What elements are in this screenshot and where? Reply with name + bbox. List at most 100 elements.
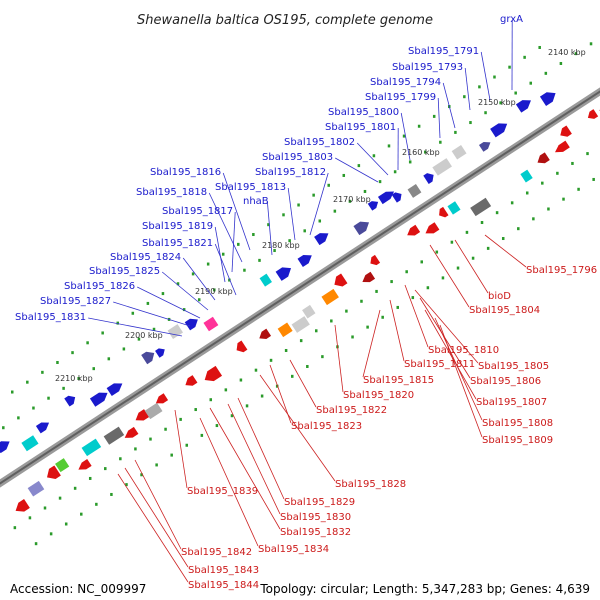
leader-line: [161, 271, 209, 311]
guide-dot: [441, 276, 445, 280]
gene-features: [0, 92, 600, 512]
map-title: Shewanella baltica OS195, complete genom…: [137, 13, 433, 28]
plus-strand-gene: [377, 191, 395, 205]
guide-dot: [122, 347, 126, 351]
guide-dot: [469, 121, 472, 125]
guide-dot: [291, 374, 294, 378]
guide-dot: [299, 339, 303, 343]
guide-dot: [375, 289, 378, 293]
guide-dot: [484, 111, 487, 115]
plus-gene-label: Sbal195_1831: [15, 312, 86, 323]
guide-dot: [13, 526, 17, 530]
feature-block: [27, 480, 45, 497]
label-leader-lines: [88, 19, 527, 583]
plus-gene-label: Sbal195_1817: [162, 206, 233, 217]
minus-strand-gene: [236, 340, 248, 353]
guide-dot: [155, 463, 158, 467]
plus-gene-label: Sbal195_1793: [392, 62, 463, 73]
minus-gene-label: Sbal195_1834: [258, 544, 329, 555]
guide-dot: [435, 250, 439, 254]
genome-backbone: [0, 87, 600, 488]
leader-line: [362, 309, 381, 378]
feature-block: [302, 304, 316, 319]
plus-strand-gene: [423, 173, 434, 184]
guide-dot: [64, 522, 68, 526]
guide-dot: [411, 296, 415, 300]
guide-dot: [432, 114, 436, 118]
minus-gene-label: Sbal195_1808: [482, 418, 553, 429]
minus-gene-label: Sbal195_1809: [482, 435, 553, 446]
guide-dot: [116, 321, 119, 325]
feature-block: [291, 316, 310, 333]
plus-strand-gene: [89, 392, 108, 407]
guide-dot: [275, 384, 279, 388]
leader-line: [464, 67, 471, 111]
guide-dot: [562, 197, 565, 201]
guide-dot: [10, 390, 14, 394]
plus-strand-gene: [155, 348, 165, 358]
guide-dot: [273, 249, 276, 253]
leader-line: [484, 234, 527, 268]
guide-dot: [228, 278, 231, 282]
guide-dot: [104, 467, 107, 471]
plus-gene-label: grxA: [500, 14, 523, 25]
minus-strand-gene: [334, 273, 348, 287]
guide-dot: [348, 199, 352, 203]
guide-dot: [269, 358, 273, 362]
feature-block: [144, 402, 163, 420]
leader-line: [137, 286, 201, 319]
minus-strand-gene: [124, 426, 139, 438]
guide-dot: [161, 292, 165, 296]
guide-dot: [41, 370, 44, 374]
guide-dot: [77, 376, 80, 380]
minus-strand-gene: [370, 254, 381, 266]
guide-dot: [101, 331, 104, 335]
minus-gene-label: Sbal195_1820: [343, 390, 414, 401]
leader-line: [334, 324, 344, 393]
guide-dot: [463, 95, 466, 99]
leader-line: [182, 257, 216, 301]
guide-dot: [254, 368, 258, 372]
guide-dot: [237, 242, 240, 246]
leader-line: [414, 289, 479, 364]
plus-gene-label: Sbal195_1816: [150, 167, 221, 178]
guide-dot: [571, 161, 574, 165]
leader-line: [429, 244, 470, 308]
minus-gene-label: Sbal195_1842: [181, 547, 252, 558]
leader-line: [480, 51, 491, 101]
plus-gene-label: Sbal195_1825: [89, 266, 160, 277]
guide-dot: [2, 426, 5, 430]
plus-gene-label: Sbal195_1794: [370, 77, 441, 88]
plus-strand-gene: [297, 255, 312, 267]
plus-gene-label: Sbal195_1803: [262, 152, 333, 163]
guide-dot: [260, 394, 264, 398]
minus-strand-gene: [259, 328, 272, 339]
minus-gene-label: Sbal195_1822: [316, 405, 387, 416]
leader-line: [287, 187, 296, 241]
plus-gene-label: Sbal195_1819: [142, 221, 213, 232]
guide-dot: [577, 187, 580, 191]
dotted-guides: [2, 42, 595, 546]
guide-dot: [586, 152, 589, 156]
feature-block: [451, 144, 467, 160]
feature-block: [21, 435, 39, 452]
leader-line: [434, 317, 483, 421]
minus-strand-gene: [47, 465, 61, 479]
guide-dot: [56, 360, 59, 364]
guide-dot: [544, 71, 548, 75]
feature-block: [81, 438, 102, 457]
leader-line: [437, 97, 441, 139]
guide-dot: [230, 414, 234, 418]
plus-strand-gene: [314, 233, 329, 246]
leader-line: [309, 172, 329, 236]
leader-line: [400, 112, 411, 161]
minus-strand-gene: [425, 222, 440, 234]
guide-dot: [284, 348, 288, 352]
feature-block: [103, 426, 125, 445]
guide-dot: [137, 337, 141, 341]
kbp-tick-label: 2170 kbp: [333, 195, 371, 204]
guide-dot: [366, 325, 369, 329]
guide-dot: [333, 209, 337, 213]
leader-line: [88, 317, 183, 337]
